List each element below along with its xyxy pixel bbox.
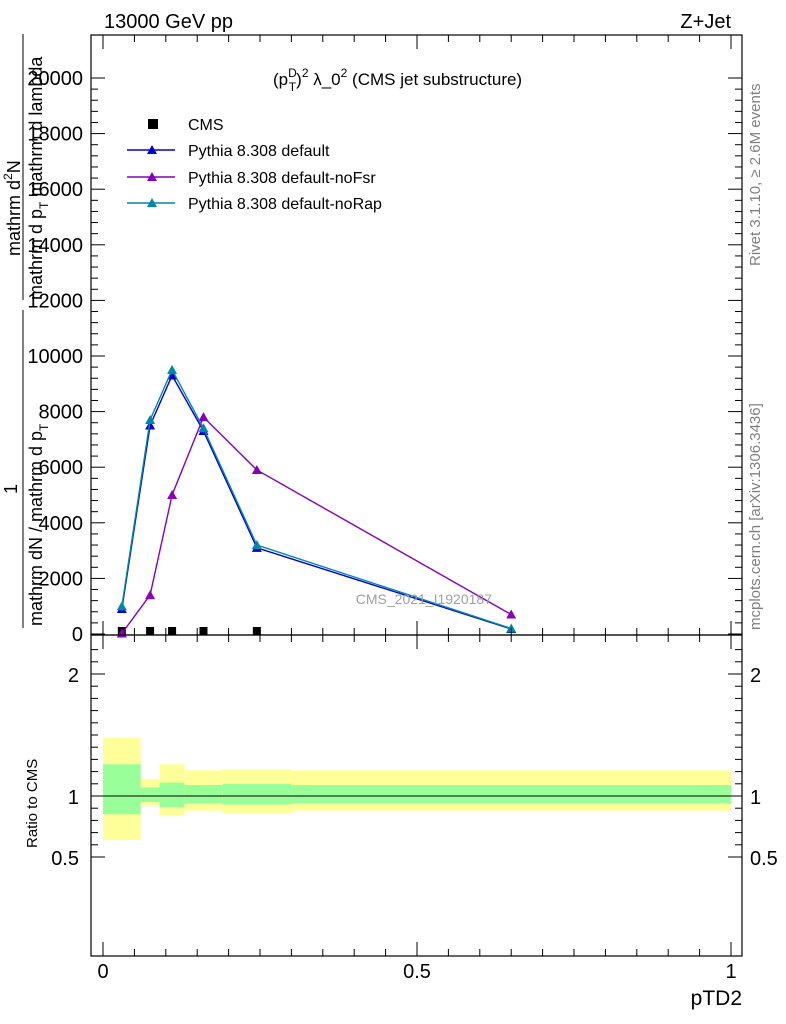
series-cms — [117, 627, 261, 635]
rivet-version-label: Rivet 3.1.10, ≥ 2.6M events — [747, 84, 764, 267]
main-ytick-label: 0 — [72, 624, 83, 646]
ylabel-prefix-one: 1 — [1, 484, 21, 494]
ratio-band-inner — [140, 787, 160, 803]
ylabel-prefix-denominator: mathrm dN / mathrm d pT — [26, 423, 51, 626]
xtick-label: 0 — [97, 961, 108, 983]
xaxis-label: pTD2 — [691, 987, 742, 1010]
data-point-cms — [168, 627, 177, 635]
data-point-noRap — [145, 414, 156, 424]
data-point-noRap — [198, 423, 209, 433]
legend-item-noFsr: Pythia 8.308 default-noFsr — [127, 170, 376, 187]
ratio-ytick-label: 1 — [68, 787, 79, 809]
legend: CMS Pythia 8.308 default Pythia 8.308 defa… — [127, 117, 382, 213]
legend-item-noRap: Pythia 8.308 default-noRap — [127, 196, 382, 213]
legend-marker — [147, 172, 157, 181]
main-ytick-label: 2000 — [39, 568, 84, 590]
series-line-noFsr — [121, 415, 512, 634]
data-point-noRap — [116, 601, 127, 611]
legend-label: Pythia 8.308 default-noRap — [188, 196, 382, 213]
main-ytick-label: 12000 — [27, 290, 83, 312]
legend-item-default: Pythia 8.308 default — [127, 143, 330, 160]
data-point-noRap — [506, 623, 517, 633]
ratio-band-inner — [184, 785, 223, 804]
data-point-noFsr — [251, 464, 262, 474]
ratio-ytick-label-right: 1 — [750, 787, 761, 809]
main-ytick-label: 6000 — [39, 457, 84, 479]
plot-title: (pD T)2 λ_02 (CMS jet substructure) — [273, 66, 522, 94]
ratio-band-inner — [159, 782, 185, 807]
series-noRap — [116, 364, 517, 633]
ylabel-numerator: mathrm d2N — [1, 160, 24, 256]
series-line-default — [121, 373, 512, 630]
title-lambda: λ_0 — [309, 70, 341, 89]
ratio-band-inner — [103, 764, 141, 815]
ratio-ytick-label-right: 2 — [750, 665, 761, 687]
analysis-watermark: CMS_2021_I1920187 — [356, 591, 492, 607]
data-point-noFsr — [145, 590, 156, 600]
data-point-noFsr — [167, 490, 178, 499]
ratio-plot-panel: 0.5 0.5 1 1 2 2 0 0.5 1 Ratio to CMS pTD2 — [24, 634, 778, 1010]
title-sup3: 2 — [341, 66, 348, 80]
title-open: (p — [273, 70, 288, 89]
header-process-label: 13000 GeV pp — [104, 11, 233, 33]
header-channel-label: Z+Jet — [680, 11, 731, 33]
legend-marker — [148, 119, 158, 129]
legend-label: Pythia 8.308 default — [188, 143, 330, 160]
main-ytick-label: 8000 — [39, 402, 84, 424]
ylabel-denominator: mathrm d pT mathrm d lambda — [26, 56, 51, 300]
data-point-noFsr — [198, 412, 209, 422]
main-ytick-label: 16000 — [27, 179, 83, 201]
main-ytick-label: 4000 — [39, 513, 84, 535]
main-ytick-label: 20000 — [27, 68, 83, 90]
data-point-noFsr — [506, 609, 517, 619]
ratio-ytick-label: 0.5 — [51, 848, 79, 870]
xtick-label: 1 — [725, 961, 736, 983]
data-point-default — [145, 420, 156, 430]
ratio-ytick-label-right: 0.5 — [750, 848, 778, 870]
main-ytick-label: 10000 — [27, 346, 83, 368]
series-noFsr — [116, 412, 517, 638]
title-sup2: 2 — [302, 66, 309, 80]
data-point-noRap — [167, 364, 178, 374]
series-line-noRap — [121, 368, 512, 630]
legend-label: Pythia 8.308 default-noFsr — [188, 170, 376, 187]
main-ytick-label: 14000 — [27, 235, 83, 257]
legend-label: CMS — [188, 117, 224, 134]
ratio-ylabel: Ratio to CMS — [24, 759, 41, 848]
ratio-band-inner — [222, 783, 292, 805]
title-close: ) — [296, 70, 302, 89]
ratio-band-inner — [291, 785, 731, 804]
title-sup: D — [288, 66, 297, 80]
data-point-cms — [252, 627, 261, 635]
title-tail: (CMS jet substructure) — [347, 70, 522, 89]
main-ytick-label: 18000 — [27, 124, 83, 146]
ratio-ytick-label: 2 — [68, 665, 79, 687]
data-point-cms — [146, 627, 155, 635]
legend-marker — [147, 145, 157, 154]
main-plot-panel: 0 2000 4000 6000 8000 10000 12000 14000 16000 180… — [1, 34, 743, 646]
legend-marker — [147, 198, 157, 207]
data-point-noRap — [251, 540, 262, 550]
mcplots-reference-label: mcplots.cern.ch [arXiv:1306.3436] — [747, 403, 764, 630]
main-ylabel: mathrm d2N mathrm d pT mathrm d lambda 1… — [1, 34, 51, 628]
xtick-label: 0.5 — [403, 961, 431, 983]
title-sub: T — [289, 80, 297, 94]
data-point-cms — [199, 627, 208, 635]
legend-item-cms: CMS — [148, 117, 224, 134]
